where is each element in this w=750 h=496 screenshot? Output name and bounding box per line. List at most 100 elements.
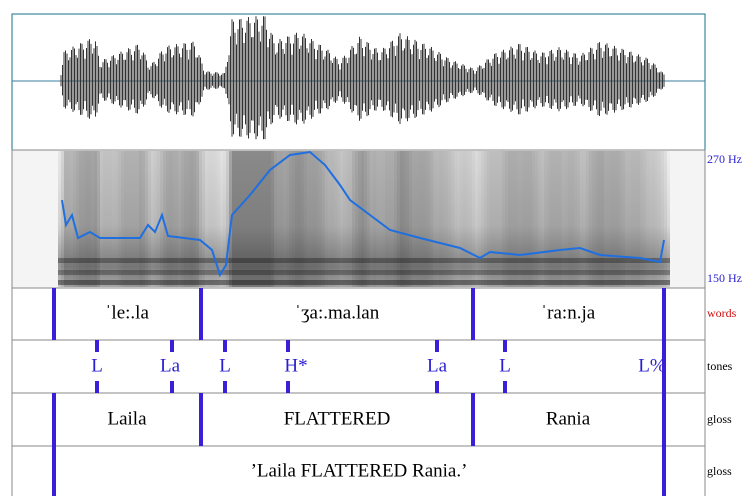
spectrogram-column — [370, 151, 373, 287]
spectrogram-column — [427, 151, 430, 287]
spectrogram-column — [604, 151, 607, 287]
spectrogram-column — [445, 151, 448, 287]
spectrogram-column — [577, 151, 580, 287]
spectrogram-column — [229, 151, 232, 287]
spectrogram-column — [340, 151, 343, 287]
spectrogram-column — [349, 151, 352, 287]
spectrogram-column — [382, 151, 385, 287]
spectrogram-column — [433, 151, 436, 287]
spectrogram-column — [247, 151, 250, 287]
spectrogram-column — [658, 151, 661, 287]
tier-name: tones — [707, 359, 733, 373]
spectrogram-column — [559, 151, 562, 287]
spectrogram-column — [142, 151, 145, 287]
spectrogram-column — [409, 151, 412, 287]
spectrogram-column — [610, 151, 613, 287]
spectrogram-column — [367, 151, 370, 287]
spectrogram-column — [592, 151, 595, 287]
spectrogram-column — [535, 151, 538, 287]
spectrogram-column — [310, 151, 313, 287]
spectrogram-column — [412, 151, 415, 287]
spectrogram-column — [571, 151, 574, 287]
spectrogram-column — [253, 151, 256, 287]
spectrogram-column — [457, 151, 460, 287]
spectrogram-column — [94, 151, 97, 287]
spectrogram-column — [601, 151, 604, 287]
spectrogram-column — [58, 151, 61, 287]
spectrogram-column — [580, 151, 583, 287]
spectrogram-column — [640, 151, 643, 287]
spectrogram-column — [271, 151, 274, 287]
spectrogram-column — [472, 151, 475, 287]
spectrogram-column — [481, 151, 484, 287]
spectrogram-column — [100, 151, 103, 287]
spectrogram-column — [469, 151, 472, 287]
spectrogram-column — [466, 151, 469, 287]
spectrogram-column — [661, 151, 664, 287]
spectrogram-column — [238, 151, 241, 287]
spectrogram-column — [259, 151, 262, 287]
tone-label: L — [219, 355, 231, 376]
spectrogram-column — [160, 151, 163, 287]
spectrogram-column — [88, 151, 91, 287]
spectrogram-column — [613, 151, 616, 287]
spectrogram-column — [553, 151, 556, 287]
spectrogram-column — [361, 151, 364, 287]
spectrogram-column — [193, 151, 196, 287]
spectrogram-column — [217, 151, 220, 287]
spectrogram-column — [487, 151, 490, 287]
spectrogram-column — [520, 151, 523, 287]
spectrogram-column — [403, 151, 406, 287]
spectrogram-column — [643, 151, 646, 287]
spectrogram-column — [112, 151, 115, 287]
spectrogram-column — [547, 151, 550, 287]
spectrogram-column — [511, 151, 514, 287]
spectrogram-column — [169, 151, 172, 287]
spectrogram-column — [265, 151, 268, 287]
spectrogram-column — [424, 151, 427, 287]
spectrogram-column — [208, 151, 211, 287]
spectrogram-column — [136, 151, 139, 287]
waveform — [60, 16, 665, 140]
spectrogram-column — [307, 151, 310, 287]
spectrogram-column — [448, 151, 451, 287]
spectrogram-column — [223, 151, 226, 287]
spectrogram-column — [220, 151, 223, 287]
spectrogram-column — [73, 151, 76, 287]
spectrogram-column — [406, 151, 409, 287]
spectrogram-column — [316, 151, 319, 287]
spectrogram-column — [235, 151, 238, 287]
spectrogram-column — [460, 151, 463, 287]
spectrogram-column — [163, 151, 166, 287]
spectrogram-column — [631, 151, 634, 287]
spectrogram-column — [319, 151, 322, 287]
spectrogram-column — [364, 151, 367, 287]
spectrogram-column — [127, 151, 130, 287]
spectrogram-column — [139, 151, 142, 287]
spectrogram-column — [133, 151, 136, 287]
formant-band — [58, 270, 670, 275]
spectrogram-column — [541, 151, 544, 287]
spectrogram-column — [430, 151, 433, 287]
spectrogram-column — [250, 151, 253, 287]
spectrogram-column — [562, 151, 565, 287]
tiers: ˈle:.la ˈʒa:.ma.lan ˈra:n.ja words L La L H… — [11, 287, 737, 496]
spectrogram-column — [451, 151, 454, 287]
spectrogram-column — [82, 151, 85, 287]
pitch-top-label: 270 Hz — [707, 152, 742, 166]
spectrogram-column — [454, 151, 457, 287]
spectrogram-column — [202, 151, 205, 287]
spectrogram-column — [391, 151, 394, 287]
spectrogram-column — [196, 151, 199, 287]
spectrogram-column — [652, 151, 655, 287]
spectrogram-column — [256, 151, 259, 287]
spectrogram-column — [514, 151, 517, 287]
spectrogram-column — [175, 151, 178, 287]
spectrogram-column — [574, 151, 577, 287]
spectrogram-column — [586, 151, 589, 287]
spectrogram-column — [154, 151, 157, 287]
spectrogram-column — [343, 151, 346, 287]
spectrogram-column — [241, 151, 244, 287]
spectrogram-column — [97, 151, 100, 287]
spectrogram-column — [91, 151, 94, 287]
